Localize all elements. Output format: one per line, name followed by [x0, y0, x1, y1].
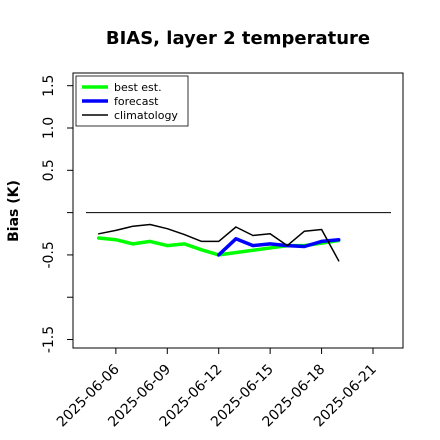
series-line-forecast	[216, 237, 341, 257]
y-tick-label: -1.5	[41, 326, 57, 353]
chart-title: BIAS, layer 2 temperature	[106, 28, 370, 49]
legend-label: forecast	[114, 95, 159, 108]
legend-label: best est.	[114, 81, 162, 94]
y-tick-label: 1.5	[41, 75, 57, 97]
plot-frame	[72, 72, 404, 349]
y-tick-label: 0.5	[41, 159, 57, 181]
y-axis-label: Bias (K)	[6, 180, 22, 242]
legend-label: climatology	[114, 109, 178, 122]
y-tick-label: 1.0	[41, 117, 57, 139]
series-line-climatology	[97, 223, 340, 262]
series-layer	[96, 223, 341, 262]
y-axis: 1.5 1.0 0.5 -0.5 -1.5	[41, 75, 73, 353]
y-tick-label: -0.5	[41, 241, 57, 268]
